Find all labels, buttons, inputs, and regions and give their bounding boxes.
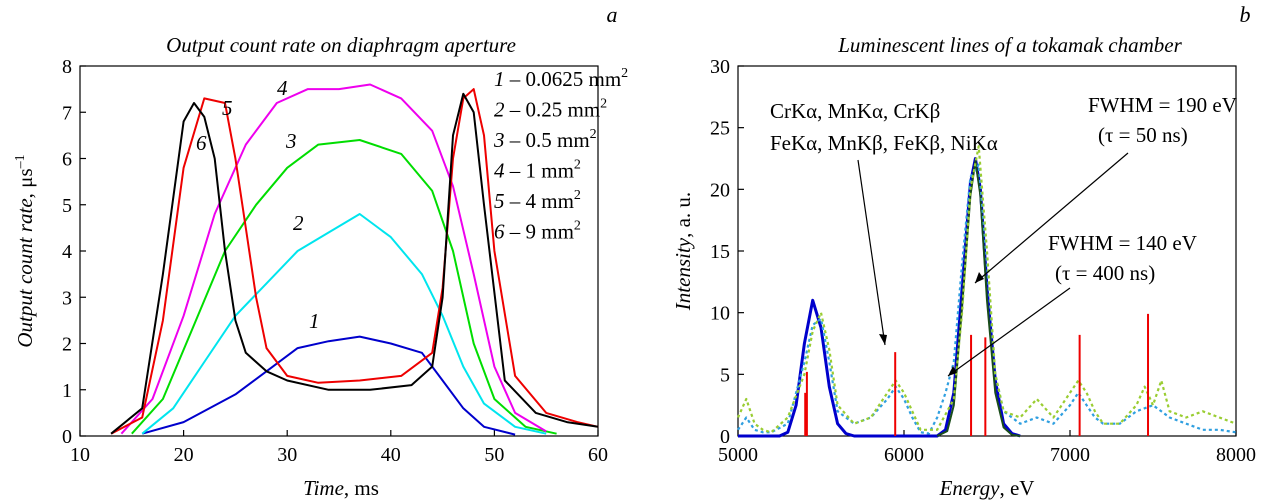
right-chart-title: Luminescent lines of a tokamak chamber bbox=[837, 33, 1182, 57]
left-y-tick-label: 6 bbox=[62, 149, 72, 171]
curve-label-1: 1 bbox=[309, 309, 320, 333]
annotation-arrowhead-1 bbox=[879, 334, 887, 345]
left-series-2-line bbox=[141, 213, 547, 435]
right-y-tick-label: 15 bbox=[710, 241, 730, 263]
legend-item-4: 4 – 1 mm2 bbox=[494, 158, 581, 183]
left-y-tick-label: 7 bbox=[62, 102, 72, 124]
right-y-axis-label: Intensity, a. u. bbox=[671, 192, 695, 311]
right-y-tick-label: 25 bbox=[710, 118, 730, 140]
legend-item-5: 5 – 4 mm2 bbox=[494, 188, 581, 213]
left-x-tick-label: 10 bbox=[70, 444, 90, 466]
left-plot-frame bbox=[79, 65, 599, 437]
fwhm2-label: FWHM = 140 eV bbox=[1048, 231, 1197, 255]
right-series-2-line bbox=[936, 160, 1021, 437]
legend-item-1: 1 – 0.0625 mm2 bbox=[494, 66, 628, 91]
right-y-tick-label: 30 bbox=[710, 56, 730, 78]
left-series-5-line bbox=[110, 88, 599, 435]
curve-label-5: 5 bbox=[222, 96, 233, 120]
left-chart-title: Output count rate on diaphragm aperture bbox=[166, 33, 516, 57]
curve-label-6: 6 bbox=[196, 131, 207, 155]
annotation-arrow-2 bbox=[974, 152, 1129, 284]
legend-item-2: 2 – 0.25 mm2 bbox=[494, 97, 607, 122]
left-y-tick-label: 1 bbox=[62, 380, 72, 402]
left-x-tick-label: 20 bbox=[174, 444, 194, 466]
annotation-line2: FeKα, MnKβ, FeKβ, NiKα bbox=[770, 131, 998, 155]
left-y-tick-label: 4 bbox=[62, 241, 72, 263]
left-curve-labels: 1 2 3 4 5 6 bbox=[196, 76, 320, 333]
right-y-tick-label: 5 bbox=[720, 364, 730, 386]
fwhm1-tau: (τ = 50 ns) bbox=[1098, 123, 1188, 147]
annotation-arrowhead-2 bbox=[975, 272, 984, 283]
left-panel-letter: a bbox=[607, 2, 618, 27]
annotation-arrow-3 bbox=[947, 287, 1071, 377]
fwhm2-tau: (τ = 400 ns) bbox=[1055, 261, 1155, 285]
right-y-tick-label: 20 bbox=[710, 179, 730, 201]
right-axis-ticks: 5000 6000 7000 8000 0 5 10 15 20 25 30 bbox=[710, 56, 1256, 466]
right-y-tick-label: 0 bbox=[720, 426, 730, 448]
curve-label-2: 2 bbox=[293, 211, 304, 235]
left-series-1-line bbox=[141, 335, 516, 436]
left-series bbox=[110, 83, 599, 436]
right-annotations: CrKα, MnKα, CrKβ FeKα, MnKβ, FeKβ, NiKα … bbox=[770, 93, 1237, 377]
left-x-tick-label: 50 bbox=[484, 444, 504, 466]
left-y-tick-label: 8 bbox=[62, 56, 72, 78]
legend-item-6: 6 – 9 mm2 bbox=[494, 219, 581, 244]
curve-label-3: 3 bbox=[285, 129, 297, 153]
left-y-tick-label: 3 bbox=[62, 287, 72, 309]
left-y-tick-label: 0 bbox=[62, 426, 72, 448]
left-x-axis-label: Time, ms bbox=[303, 476, 379, 500]
left-series-6-line bbox=[110, 92, 599, 435]
left-series-4-line bbox=[120, 83, 547, 435]
fwhm1-label: FWHM = 190 eV bbox=[1088, 93, 1237, 117]
right-x-tick-label: 8000 bbox=[1216, 444, 1256, 466]
left-y-tick-label: 2 bbox=[62, 334, 72, 356]
right-series bbox=[736, 145, 1237, 438]
right-x-tick-label: 6000 bbox=[884, 444, 924, 466]
left-series-3-line bbox=[131, 139, 557, 435]
right-panel-letter: b bbox=[1240, 2, 1251, 27]
right-x-tick-label: 5000 bbox=[718, 444, 758, 466]
right-chart: Luminescent lines of a tokamak chamber b… bbox=[671, 2, 1256, 500]
annotation-arrow-1 bbox=[857, 159, 886, 346]
right-series-1-line bbox=[738, 157, 1021, 438]
right-x-tick-label: 7000 bbox=[1050, 444, 1090, 466]
left-x-tick-label: 60 bbox=[588, 444, 608, 466]
annotation-arrowhead-3 bbox=[948, 366, 957, 376]
left-x-tick-label: 40 bbox=[381, 444, 401, 466]
left-y-tick-label: 5 bbox=[62, 195, 72, 217]
right-y-tick-label: 10 bbox=[710, 303, 730, 325]
right-series-4-line bbox=[736, 145, 1237, 434]
legend-item-3: 3 – 0.5 mm2 bbox=[493, 127, 597, 152]
right-x-axis-label: Energy, eV bbox=[939, 476, 1035, 500]
left-chart: Output count rate on diaphragm aperture … bbox=[13, 2, 628, 500]
annotation-line1: CrKα, MnKα, CrKβ bbox=[770, 99, 940, 123]
left-x-tick-label: 30 bbox=[277, 444, 297, 466]
left-y-axis-label: Output count rate, μs–1 bbox=[13, 154, 37, 347]
left-legend: 1 – 0.0625 mm2 2 – 0.25 mm2 3 – 0.5 mm2 4 –… bbox=[493, 66, 628, 244]
curve-label-4: 4 bbox=[277, 76, 288, 100]
